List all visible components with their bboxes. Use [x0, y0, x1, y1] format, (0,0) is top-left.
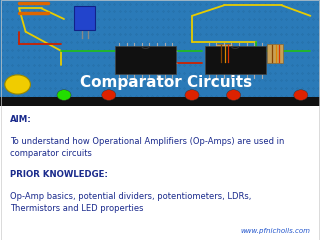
Bar [0, 97, 320, 106]
Circle shape [57, 90, 71, 100]
Bar [267, 44, 283, 63]
Text: PRIOR KNOWLEDGE:: PRIOR KNOWLEDGE: [10, 170, 108, 179]
Text: Op-Amp basics, potential dividers, potentiometers, LDRs,
Thermistors and LED pro: Op-Amp basics, potential dividers, poten… [10, 192, 251, 213]
Circle shape [185, 90, 199, 100]
Text: Comparator Circuits: Comparator Circuits [80, 75, 252, 90]
Text: www.pfnicholls.com: www.pfnicholls.com [240, 228, 310, 234]
Bar [205, 47, 266, 74]
Bar [216, 44, 232, 63]
Bar [115, 47, 176, 74]
Circle shape [5, 75, 30, 94]
Text: AIM:: AIM: [10, 115, 31, 124]
Bar [0, 0, 320, 106]
Text: To understand how Operational Amplifiers (Op-Amps) are used in
comparator circui: To understand how Operational Amplifiers… [10, 137, 284, 158]
Circle shape [102, 90, 116, 100]
Bar [75, 6, 95, 30]
Circle shape [294, 90, 308, 100]
Circle shape [227, 90, 241, 100]
